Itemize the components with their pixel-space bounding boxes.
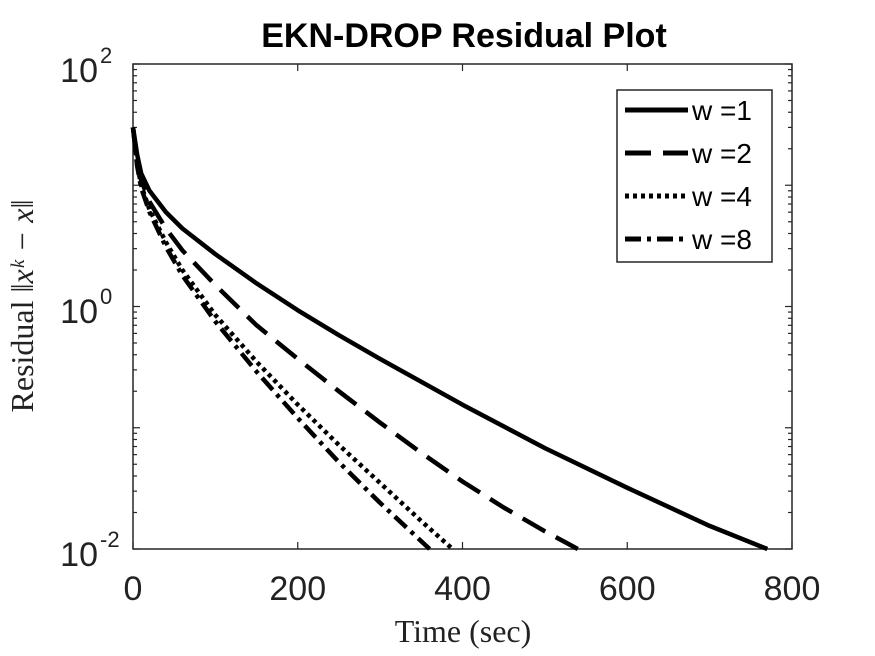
series-line-dashdot: [130, 127, 432, 551]
y-tick-labels: 10 -2 10 0 10 2: [60, 43, 119, 574]
y-tick-base: 10: [60, 536, 98, 574]
legend-label: w =8: [691, 224, 752, 255]
legend-label: w =1: [691, 95, 752, 126]
y-tick-label: 10 0: [60, 284, 112, 331]
x-tick-label: 400: [434, 570, 491, 608]
y-tick-base: 10: [60, 52, 98, 90]
x-tick-label: 800: [764, 570, 821, 608]
y-axis-label-math: ‖xᵏ − x‖: [4, 200, 40, 293]
y-tick-exponent: 0: [100, 284, 112, 309]
series-lines: [130, 127, 769, 552]
series-line-dotted: [130, 127, 455, 551]
chart-title: EKN-DROP Residual Plot: [261, 17, 667, 55]
legend: w =1 w =2 w =4 w =8: [616, 89, 773, 263]
axis-ticks: [132, 63, 793, 550]
legend-label: w =4: [691, 181, 752, 212]
x-tick-labels: 0 200 400 600 800: [124, 570, 821, 608]
y-tick-label: 10 2: [60, 43, 112, 90]
y-tick-exponent: 2: [100, 43, 112, 68]
x-tick-label: 200: [269, 570, 326, 608]
series-line-dashed: [130, 127, 579, 551]
svg-text:Residual ‖xᵏ − x‖: Residual ‖xᵏ − x‖: [4, 200, 40, 413]
legend-box: [616, 89, 773, 263]
y-tick-label: 10 -2: [60, 527, 119, 574]
x-axis-label: Time (sec): [395, 613, 532, 649]
legend-label: w =2: [691, 138, 752, 169]
y-tick-exponent: -2: [100, 527, 120, 552]
x-tick-label: 600: [599, 570, 656, 608]
series-line-solid: [130, 127, 769, 552]
y-tick-base: 10: [60, 293, 98, 331]
x-tick-label: 0: [124, 570, 143, 608]
y-axis-label-text: Residual: [4, 300, 40, 412]
y-axis-label: Residual ‖xᵏ − x‖: [4, 200, 40, 413]
